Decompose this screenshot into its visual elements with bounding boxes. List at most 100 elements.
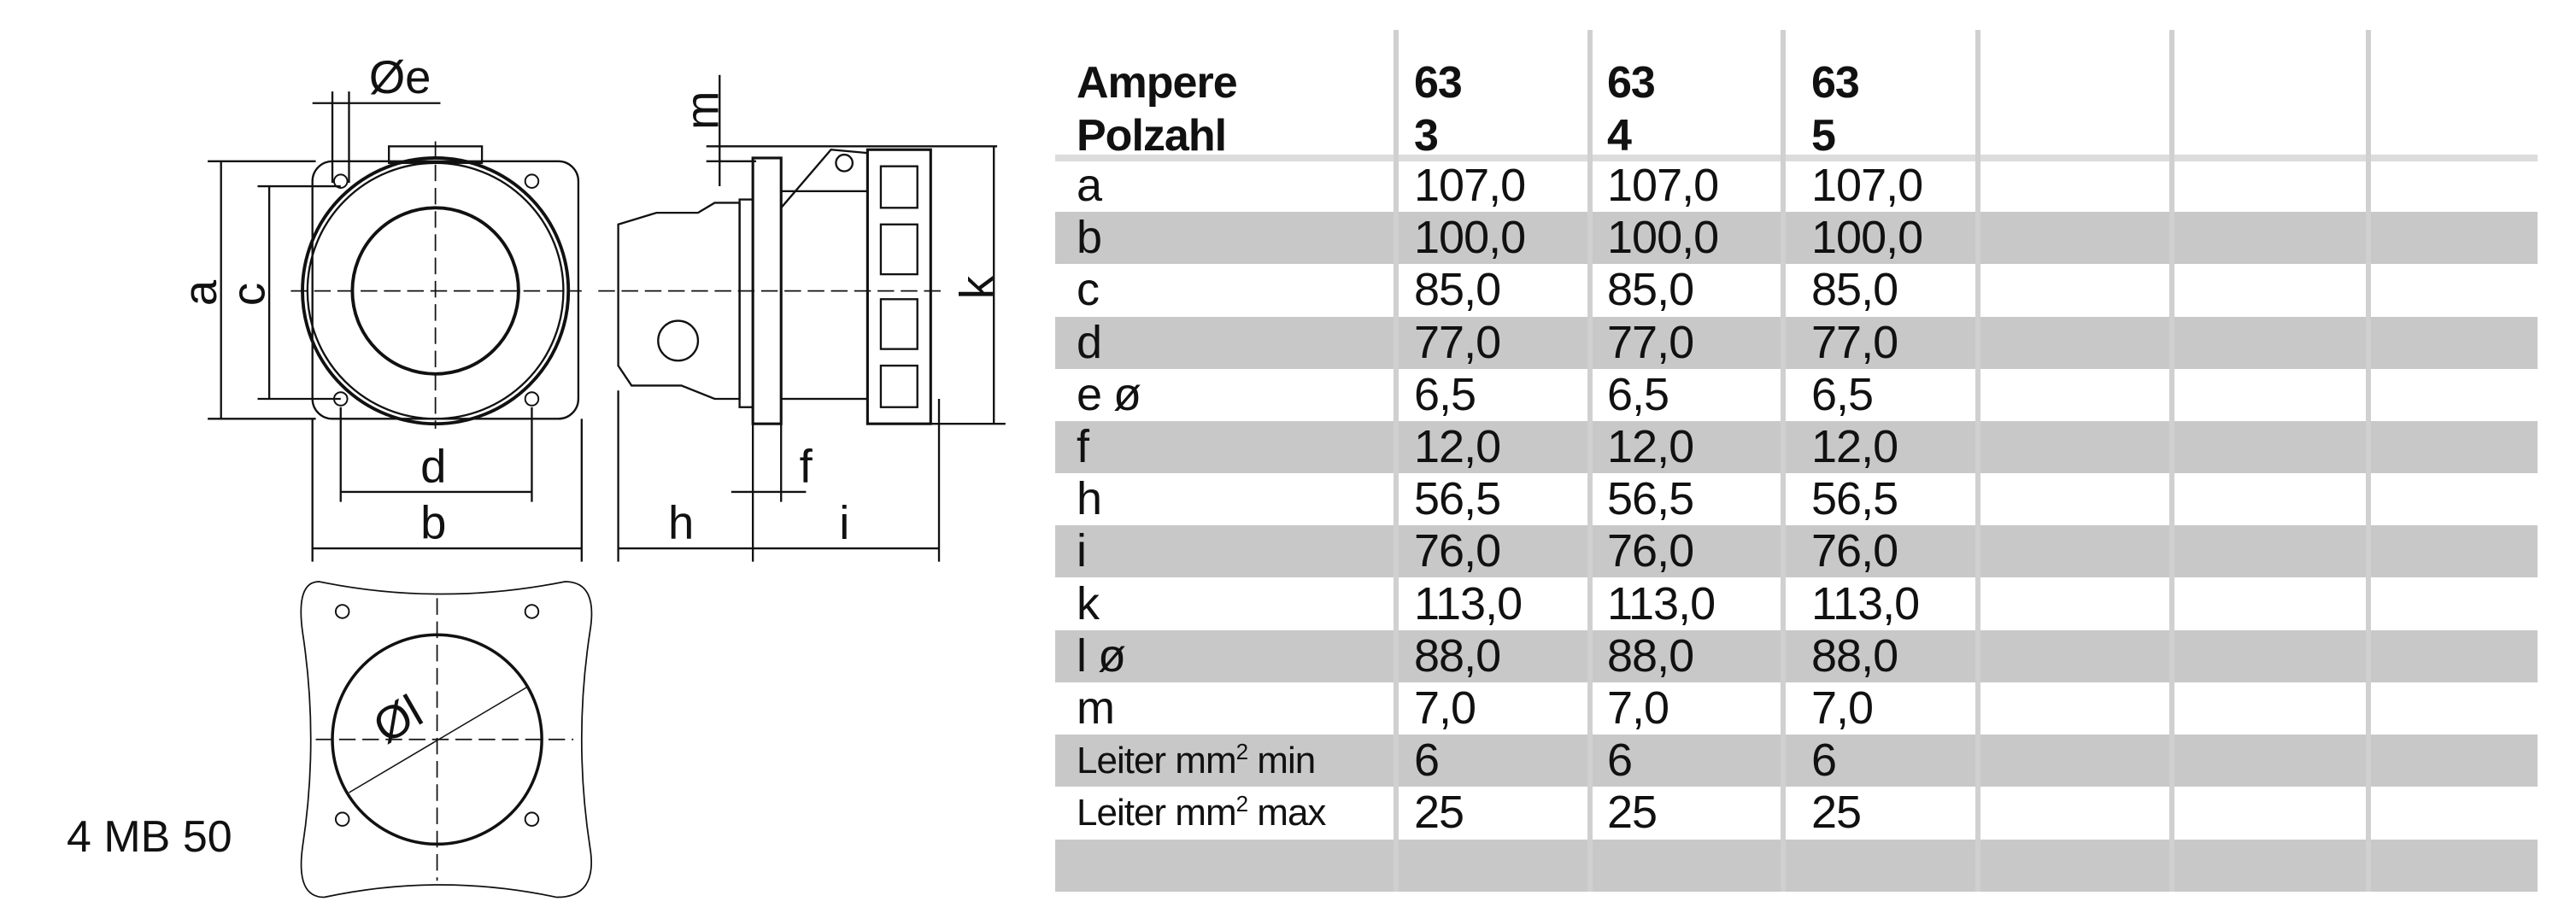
row-value: 113,0 [1607, 577, 1716, 629]
table-row: h 56,5 56,5 56,5 [1055, 473, 2538, 525]
table-row [1055, 839, 2538, 892]
table-row: e ø 6,5 6,5 6,5 [1055, 369, 2538, 421]
row-value: 25 [1811, 787, 1862, 839]
label-f: f [800, 440, 813, 492]
table-row: c 85,0 85,0 85,0 [1055, 264, 2538, 316]
model-number: 4 MB 50 [67, 812, 232, 862]
row-value: 107,0 [1811, 160, 1923, 211]
cutout-view [300, 581, 593, 899]
row-value: 77,0 [1811, 316, 1898, 368]
header-ampere-3: 63 [1811, 58, 1860, 108]
label-d: d [420, 440, 446, 492]
front-view [208, 91, 583, 562]
header-polzahl-3: 5 [1811, 111, 1836, 161]
row-value: 25 [1414, 787, 1464, 839]
table-row: Leiter mm2 min 6 6 6 [1055, 735, 2538, 787]
table-row: l ø 88,0 88,0 88,0 [1055, 629, 2538, 682]
row-label: i [1077, 525, 1087, 577]
row-value: 7,0 [1607, 682, 1669, 734]
row-label: Leiter mm2 max [1077, 787, 1326, 839]
label-h: h [668, 496, 694, 548]
header-separator [1055, 155, 2538, 161]
row-value: 107,0 [1607, 160, 1719, 211]
column-divider [2366, 30, 2371, 892]
row-label: a [1077, 160, 1102, 211]
row-value: 113,0 [1414, 577, 1523, 629]
row-label: d [1077, 316, 1102, 368]
table-row: b 100,0 100,0 100,0 [1055, 212, 2538, 265]
row-value: 85,0 [1607, 264, 1694, 316]
row-value: 25 [1607, 787, 1658, 839]
row-value: 100,0 [1811, 212, 1923, 264]
column-divider [1975, 30, 1980, 892]
row-value: 85,0 [1811, 264, 1898, 316]
label-a: a [174, 279, 226, 306]
row-value: 6 [1414, 735, 1440, 787]
row-label: e ø [1077, 368, 1141, 420]
row-value: 12,0 [1811, 421, 1898, 472]
row-label: h [1077, 473, 1102, 525]
row-label-part: max [1247, 792, 1326, 834]
table-row: f 12,0 12,0 12,0 [1055, 421, 2538, 473]
row-value: 77,0 [1414, 316, 1501, 368]
row-value: 7,0 [1811, 682, 1874, 734]
row-value: 100,0 [1607, 212, 1719, 264]
row-value: 76,0 [1607, 525, 1694, 577]
label-i: i [839, 496, 849, 548]
row-value: 76,0 [1811, 525, 1898, 577]
row-value: 88,0 [1811, 629, 1898, 682]
table-row: Leiter mm2 max 25 25 25 [1055, 787, 2538, 839]
row-label: Leiter mm2 min [1077, 735, 1316, 787]
row-value: 6 [1607, 735, 1633, 787]
row-value: 77,0 [1607, 316, 1694, 368]
dimension-table: Ampere Polzahl 63 3 63 4 63 5 a 107,0 107,… [1055, 0, 2538, 919]
column-divider [2169, 30, 2174, 892]
row-value: 7,0 [1414, 682, 1476, 734]
header-polzahl-2: 4 [1607, 111, 1632, 161]
column-divider [1781, 30, 1786, 892]
header-polzahl-1: 3 [1414, 111, 1439, 161]
label-m: m [676, 91, 728, 130]
label-l: Øl [365, 685, 431, 753]
row-label-part: Leiter mm [1077, 792, 1237, 834]
row-value: 56,5 [1607, 473, 1694, 525]
row-label: c [1077, 264, 1100, 316]
technical-drawing: Øe a c d b m k f h i Øl [174, 51, 1006, 899]
row-label-part: 2 [1235, 739, 1249, 765]
row-label: m [1077, 682, 1115, 734]
row-value: 6 [1811, 735, 1837, 787]
row-value: 6,5 [1414, 368, 1476, 420]
row-label: l ø [1077, 629, 1126, 682]
column-divider [1587, 30, 1593, 892]
label-e: Øe [369, 51, 431, 103]
row-value: 12,0 [1607, 421, 1694, 472]
row-value: 85,0 [1414, 264, 1501, 316]
table-row: a 107,0 107,0 107,0 [1055, 160, 2538, 212]
label-k: k [950, 275, 1002, 299]
table-row: d 77,0 77,0 77,0 [1055, 316, 2538, 369]
row-value: 88,0 [1607, 629, 1694, 682]
row-value: 88,0 [1414, 629, 1501, 682]
row-label: b [1077, 212, 1102, 264]
header-polzahl-label: Polzahl [1077, 111, 1227, 161]
table-row: i 76,0 76,0 76,0 [1055, 525, 2538, 578]
column-divider [1394, 30, 1399, 892]
row-value: 56,5 [1414, 473, 1501, 525]
row-label: k [1077, 577, 1100, 629]
row-value: 113,0 [1811, 577, 1920, 629]
header-ampere-1: 63 [1414, 58, 1463, 108]
row-label-part: 2 [1235, 791, 1249, 817]
row-value: 76,0 [1414, 525, 1501, 577]
row-value: 6,5 [1607, 368, 1669, 420]
screw-holes [333, 173, 540, 407]
table-row: k 113,0 113,0 113,0 [1055, 578, 2538, 630]
label-b: b [420, 496, 446, 548]
row-value: 12,0 [1414, 421, 1501, 472]
header-ampere-2: 63 [1607, 58, 1656, 108]
row-label-part: min [1247, 740, 1316, 782]
header-ampere-label: Ampere [1077, 58, 1238, 108]
row-value: 107,0 [1414, 160, 1526, 211]
row-value: 56,5 [1811, 473, 1898, 525]
row-label-part: Leiter mm [1077, 740, 1237, 782]
row-value: 6,5 [1811, 368, 1874, 420]
